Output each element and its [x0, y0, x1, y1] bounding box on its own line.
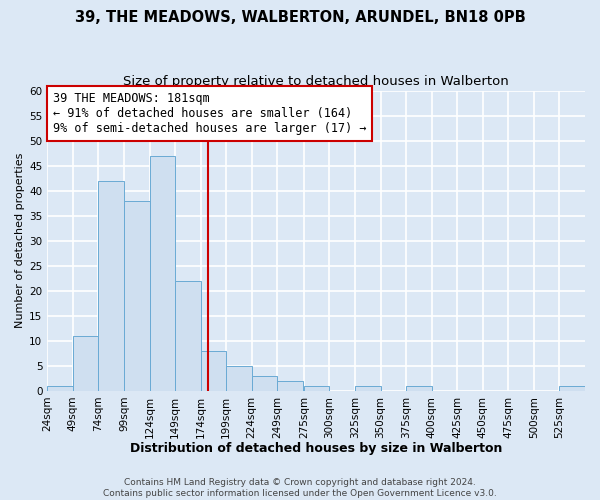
Text: Contains HM Land Registry data © Crown copyright and database right 2024.
Contai: Contains HM Land Registry data © Crown c…: [103, 478, 497, 498]
Bar: [277, 381, 303, 391]
Title: Size of property relative to detached houses in Walberton: Size of property relative to detached ho…: [123, 75, 509, 88]
Bar: [124, 200, 149, 391]
Y-axis label: Number of detached properties: Number of detached properties: [15, 153, 25, 328]
Bar: [304, 386, 329, 391]
Bar: [406, 386, 431, 391]
Bar: [200, 351, 226, 391]
Text: 39 THE MEADOWS: 181sqm
← 91% of detached houses are smaller (164)
9% of semi-det: 39 THE MEADOWS: 181sqm ← 91% of detached…: [53, 92, 366, 135]
X-axis label: Distribution of detached houses by size in Walberton: Distribution of detached houses by size …: [130, 442, 502, 455]
Bar: [226, 366, 252, 391]
Bar: [355, 386, 380, 391]
Bar: [559, 386, 585, 391]
Bar: [98, 180, 124, 391]
Bar: [73, 336, 98, 391]
Bar: [252, 376, 277, 391]
Text: 39, THE MEADOWS, WALBERTON, ARUNDEL, BN18 0PB: 39, THE MEADOWS, WALBERTON, ARUNDEL, BN1…: [74, 10, 526, 25]
Bar: [47, 386, 73, 391]
Bar: [175, 280, 200, 391]
Bar: [149, 156, 175, 391]
